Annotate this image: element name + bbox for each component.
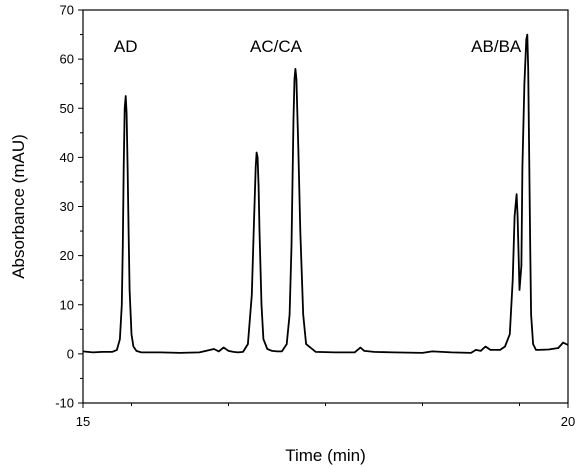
y-axis-title: Absorbance (mAU) <box>9 134 28 279</box>
x-tick-label: 15 <box>76 414 90 429</box>
x-axis-title: Time (min) <box>285 446 366 465</box>
y-tick-label: -10 <box>55 396 74 411</box>
y-tick-label: 60 <box>60 52 74 67</box>
peak-label: AC/CA <box>250 37 303 56</box>
y-tick-label: 40 <box>60 150 74 165</box>
x-tick-label: 20 <box>561 414 575 429</box>
y-tick-label: 0 <box>67 346 74 361</box>
y-tick-label: 10 <box>60 297 74 312</box>
y-axis-ticks: -10 0 10 20 30 40 50 60 70 <box>55 3 83 411</box>
y-tick-label: 50 <box>60 101 74 116</box>
x-axis-ticks: 15 20 <box>76 403 575 429</box>
y-tick-label: 30 <box>60 199 74 214</box>
peak-annotations: AD AC/CA AB/BA <box>114 37 522 56</box>
peak-label: AD <box>114 37 138 56</box>
peak-label: AB/BA <box>471 37 522 56</box>
y-tick-label: 70 <box>60 3 74 18</box>
y-tick-label: 20 <box>60 248 74 263</box>
chromatogram-trace <box>82 33 569 354</box>
